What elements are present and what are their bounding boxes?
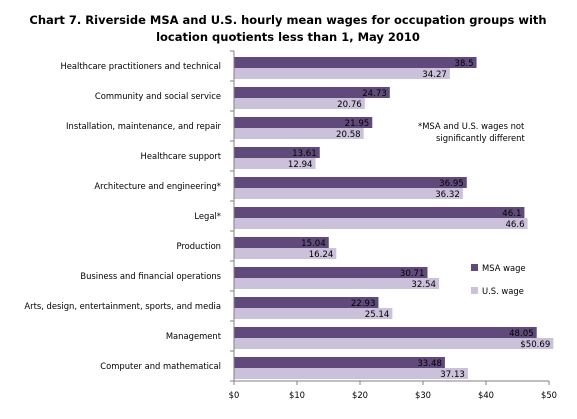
legend-swatch-msa-wage [471,264,478,271]
data-label-u-s-wage-computer-and-mathematical: 37.13 [440,370,465,380]
bar-u-s-wage-installation-maintenance-and-repair [234,128,364,139]
bar-u-s-wage-healthcare-support [234,158,316,169]
legend-label-msa-wage: MSA wage [482,263,526,273]
data-label-u-s-wage-installation-maintenance-and-repair: 20.58 [336,130,361,140]
data-label-msa-wage-management: 48.05 [509,329,534,339]
category-label-community-and-social-service: Community and social service [95,91,221,101]
x-tick-label: $0 [229,390,240,400]
category-label-management: Management [166,331,222,341]
data-label-u-s-wage-business-and-financial-operations: 32.54 [411,280,436,290]
x-axis-ticks: $0 $10 $20 $30 $40 $50 [229,381,557,400]
category-label-installation-maintenance-and-repair: Installation, maintenance, and repair [66,121,222,131]
x-tick-label: $10 [289,390,305,400]
bar-msa-wage-healthcare-support [234,147,320,158]
category-label-production: Production [176,241,221,251]
bar-msa-wage-installation-maintenance-and-repair [234,117,373,128]
data-label-u-s-wage-healthcare-support: 12.94 [288,160,313,170]
bar-u-s-wage-arts-design-entertainment-sports-and-media [234,308,393,319]
chart-title-line-2: location quotients less than 1, May 2010 [156,30,420,44]
bar-msa-wage-computer-and-mathematical [234,357,445,368]
category-labels: Healthcare practitioners and technical Co… [24,61,221,371]
data-label-u-s-wage-healthcare-practitioners-and-technical: 34.27 [422,70,447,80]
data-label-msa-wage-computer-and-mathematical: 33.48 [417,359,442,369]
y-axis-ticks [230,50,234,382]
legend-swatch-us-wage [471,287,478,294]
data-label-msa-wage-community-and-social-service: 24.73 [362,89,387,99]
bar-u-s-wage-business-and-financial-operations [234,278,440,289]
data-label-u-s-wage-arts-design-entertainment-sports-and-media: 25.14 [365,310,390,320]
bar-msa-wage-business-and-financial-operations [234,267,428,278]
category-label-architecture-and-engineering: Architecture and engineering* [94,181,221,191]
bar-msa-wage-management [234,327,537,338]
data-label-msa-wage-architecture-and-engineering: 36.95 [439,179,464,189]
data-label-u-s-wage-production: 16.24 [309,250,334,260]
category-label-healthcare-support: Healthcare support [141,151,222,161]
x-tick-label: $30 [415,390,431,400]
bar-u-s-wage-management [234,338,554,349]
bar-msa-wage-healthcare-practitioners-and-technical [234,57,477,68]
bar-u-s-wage-healthcare-practitioners-and-technical [234,68,450,79]
data-label-msa-wage-production: 15.04 [301,239,326,249]
bar-u-s-wage-architecture-and-engineering [234,188,463,199]
bar-msa-wage-arts-design-entertainment-sports-and-media [234,297,379,308]
bar-msa-wage-architecture-and-engineering [234,177,467,188]
bars-layer [234,57,554,379]
data-label-msa-wage-business-and-financial-operations: 30.71 [400,269,425,279]
annotation-line-1: *MSA and U.S. wages not [418,121,525,131]
bar-u-s-wage-computer-and-mathematical [234,368,468,379]
data-label-u-s-wage-architecture-and-engineering: 36.32 [435,190,460,200]
data-label-msa-wage-healthcare-practitioners-and-technical: 38.5 [454,59,473,69]
category-label-business-and-financial-operations: Business and financial operations [80,271,221,281]
data-label-msa-wage-installation-maintenance-and-repair: 21.95 [345,119,370,129]
bar-msa-wage-community-and-social-service [234,87,390,98]
data-label-u-s-wage-community-and-social-service: 20.76 [337,100,362,110]
category-label-arts-design-entertainment-sports-and-media: Arts, design, entertainment, sports, and… [24,301,221,311]
x-tick-label: $20 [352,390,368,400]
data-label-msa-wage-healthcare-support: 13.61 [292,149,317,159]
legend-label-us-wage: U.S. wage [482,286,524,296]
category-label-computer-and-mathematical: Computer and mathematical [100,361,221,371]
bar-msa-wage-production [234,237,329,248]
bar-u-s-wage-production [234,248,337,259]
annotation-line-2: significantly different [436,133,525,143]
bar-u-s-wage-community-and-social-service [234,98,365,109]
chart-title-line-1: Chart 7. Riverside MSA and U.S. hourly m… [29,13,546,27]
bar-msa-wage-legal [234,207,525,218]
data-label-msa-wage-arts-design-entertainment-sports-and-media: 22.93 [351,299,376,309]
x-tick-label: $50 [541,390,557,400]
category-label-legal: Legal* [194,211,221,221]
data-label-u-s-wage-management: $50.69 [520,340,550,350]
bar-u-s-wage-legal [234,218,528,229]
data-label-msa-wage-legal: 46.1 [502,209,521,219]
category-label-healthcare-practitioners-and-technical: Healthcare practitioners and technical [60,61,221,71]
data-label-u-s-wage-legal: 46.6 [505,220,524,230]
x-tick-label: $40 [478,390,494,400]
legend: MSA wage U.S. wage [471,263,526,296]
